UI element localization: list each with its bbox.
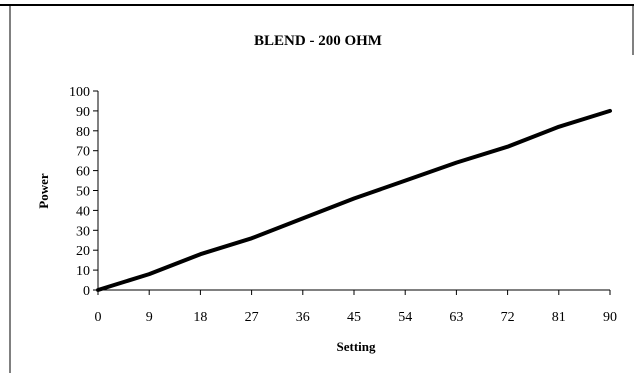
y-tick-labels: 0 10 20 30 40 50 60 70 80 90 100 bbox=[69, 85, 90, 299]
chart-title: BLEND - 200 OHM bbox=[254, 33, 382, 49]
series-layer bbox=[96, 108, 612, 292]
x-tick-label: 90 bbox=[603, 310, 617, 325]
x-tick-label: 36 bbox=[296, 310, 310, 325]
x-tick-label: 0 bbox=[95, 310, 102, 325]
y-tick-label: 20 bbox=[76, 244, 90, 259]
x-tick-label: 72 bbox=[501, 310, 515, 325]
x-tick-label: 9 bbox=[146, 310, 153, 325]
series-line-0 bbox=[96, 108, 612, 292]
x-tick-label: 54 bbox=[398, 310, 412, 325]
y-tick-label: 60 bbox=[76, 165, 90, 180]
x-tick-label: 81 bbox=[552, 310, 566, 325]
y-tick-label: 40 bbox=[76, 204, 90, 219]
x-tick-label: 18 bbox=[193, 310, 207, 325]
y-axis bbox=[93, 90, 99, 291]
x-axis-title: Setting bbox=[337, 339, 377, 354]
x-tick-label: 45 bbox=[347, 310, 361, 325]
x-tick-label: 27 bbox=[245, 310, 259, 325]
y-tick-label: 80 bbox=[76, 125, 90, 140]
y-tick-label: 30 bbox=[76, 224, 90, 239]
y-axis-title: Power bbox=[36, 173, 51, 209]
y-tick-label: 90 bbox=[76, 105, 90, 120]
y-tick-label: 100 bbox=[69, 85, 90, 100]
x-tick-labels: 0 9 18 27 36 45 54 63 72 81 90 bbox=[95, 310, 618, 325]
x-axis bbox=[97, 289, 611, 295]
y-tick-label: 70 bbox=[76, 145, 90, 160]
y-tick-label: 10 bbox=[76, 264, 90, 279]
x-tick-label: 63 bbox=[449, 310, 463, 325]
y-tick-label: 0 bbox=[83, 284, 90, 299]
y-tick-label: 50 bbox=[76, 185, 90, 200]
